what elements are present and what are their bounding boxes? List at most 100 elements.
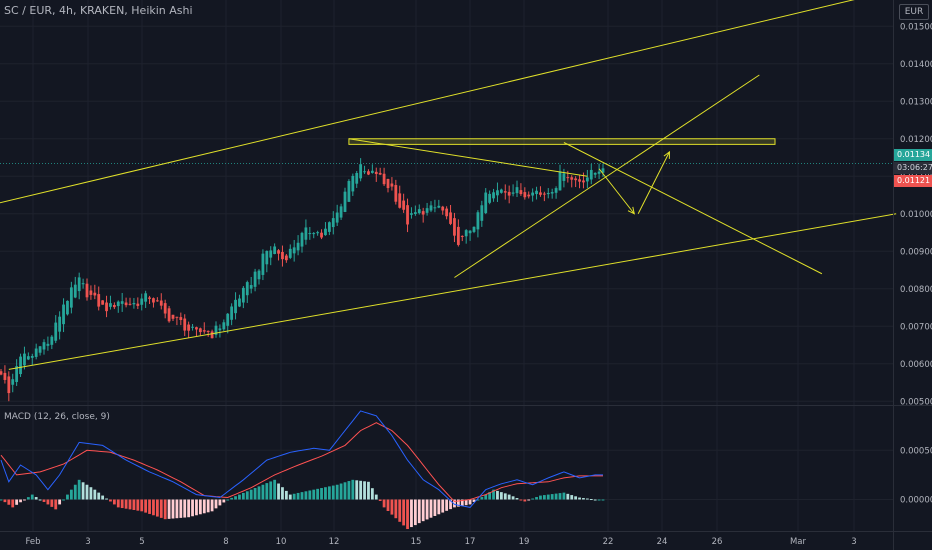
macd-histogram-bar [234,496,237,500]
candle [597,163,601,180]
currency-badge[interactable]: EUR [899,4,929,20]
candle-body [101,300,105,305]
candle [23,346,26,370]
candle [175,316,179,326]
macd-histogram-bar [523,499,527,502]
macd-histogram-bar [449,499,452,510]
macd-histogram-bar [370,488,374,500]
candle [101,300,105,305]
candle [320,229,323,240]
macd-histogram-bar [253,488,257,500]
candle-body [523,192,527,198]
candle [503,184,507,200]
candle [472,226,476,234]
macd-histogram-bar [488,492,492,500]
candle-body [58,316,62,332]
candle-body [542,193,546,195]
candle [288,244,292,260]
macd-tick-label: 0.00050 [900,446,932,456]
candle [148,295,151,305]
candle-body [304,227,308,240]
time-axis[interactable]: Feb 3 5 8 10 12 15 17 19 22 24 26 Mar 3 [25,537,856,547]
candle-body [390,183,394,187]
macd-histogram-bar [7,499,11,505]
candle-body [148,297,151,299]
candle [335,204,339,226]
candle [445,206,449,220]
candle [433,199,437,213]
candle-body [19,356,22,375]
time-tick-label: 26 [712,537,723,547]
macd-indicator-label[interactable]: MACD (12, 26, close, 9) [4,412,110,422]
candle [222,319,226,331]
price-tick-label: 0.01300 [900,97,932,107]
macd-histogram-bar [54,499,58,510]
candle [515,180,519,198]
macd-histogram-bar [398,499,402,522]
candle-body [226,313,230,326]
macd-histogram-bar [241,492,245,500]
candle [382,167,386,186]
candle-body [183,318,187,331]
candle-body [484,192,488,214]
candle-body [570,177,574,180]
time-tick-label: 22 [603,537,614,547]
macd-histogram-bar [492,489,495,500]
candle [367,169,370,176]
candle-body [175,316,179,318]
macd-histogram-bar [159,499,163,518]
candle-body [562,173,566,181]
candle [15,359,19,386]
candle [550,188,554,199]
macd-histogram-bar [327,486,331,500]
macd-histogram-bar [77,479,81,500]
candle [437,199,441,209]
macd-histogram-bar [214,499,218,509]
candle-body [62,304,65,325]
candle-body [386,178,390,189]
grid-lines [0,0,893,531]
candle [312,232,316,239]
macd-histogram-bar [316,488,320,500]
candle [484,188,488,215]
candle-body [89,290,93,295]
candle [77,272,81,300]
macd-histogram-bar [347,481,351,500]
macd-histogram-bar [437,499,441,515]
macd-histogram-bar [85,484,89,500]
time-tick-label: 19 [519,537,530,547]
candle [269,246,273,266]
candle [218,324,222,338]
macd-histogram-bar [15,499,19,505]
candle-body [359,164,363,179]
macd-histogram-bar [476,499,480,501]
macd-histogram-bar [320,488,323,500]
price-tick-label: 0.01500 [900,22,932,32]
macd-histogram-bar [550,494,554,500]
candle-body [155,300,159,302]
candle-body [585,177,589,182]
candle [593,172,597,178]
trend-drawings[interactable] [0,0,931,370]
candle-body [69,287,73,308]
candle-body [492,192,495,199]
candle-body [11,379,15,385]
candle [496,182,499,202]
candle [476,210,480,238]
candle [30,353,34,366]
candle [120,292,124,312]
macd-histogram-bar [187,499,191,518]
macd-histogram-bar [374,494,378,500]
macd-histogram-bar [546,494,550,500]
macd-histogram-bar [58,499,62,505]
candle [249,276,253,294]
macd-histogram-bar [155,499,159,517]
candle [390,177,394,191]
candle-body [273,246,277,255]
candle-body [77,277,81,292]
macd-histogram-bar [441,499,445,513]
price-axis[interactable]: 0.015000.014000.013000.012000.011000.010… [900,22,932,505]
candle-body [284,255,288,261]
candle-body [159,300,163,306]
